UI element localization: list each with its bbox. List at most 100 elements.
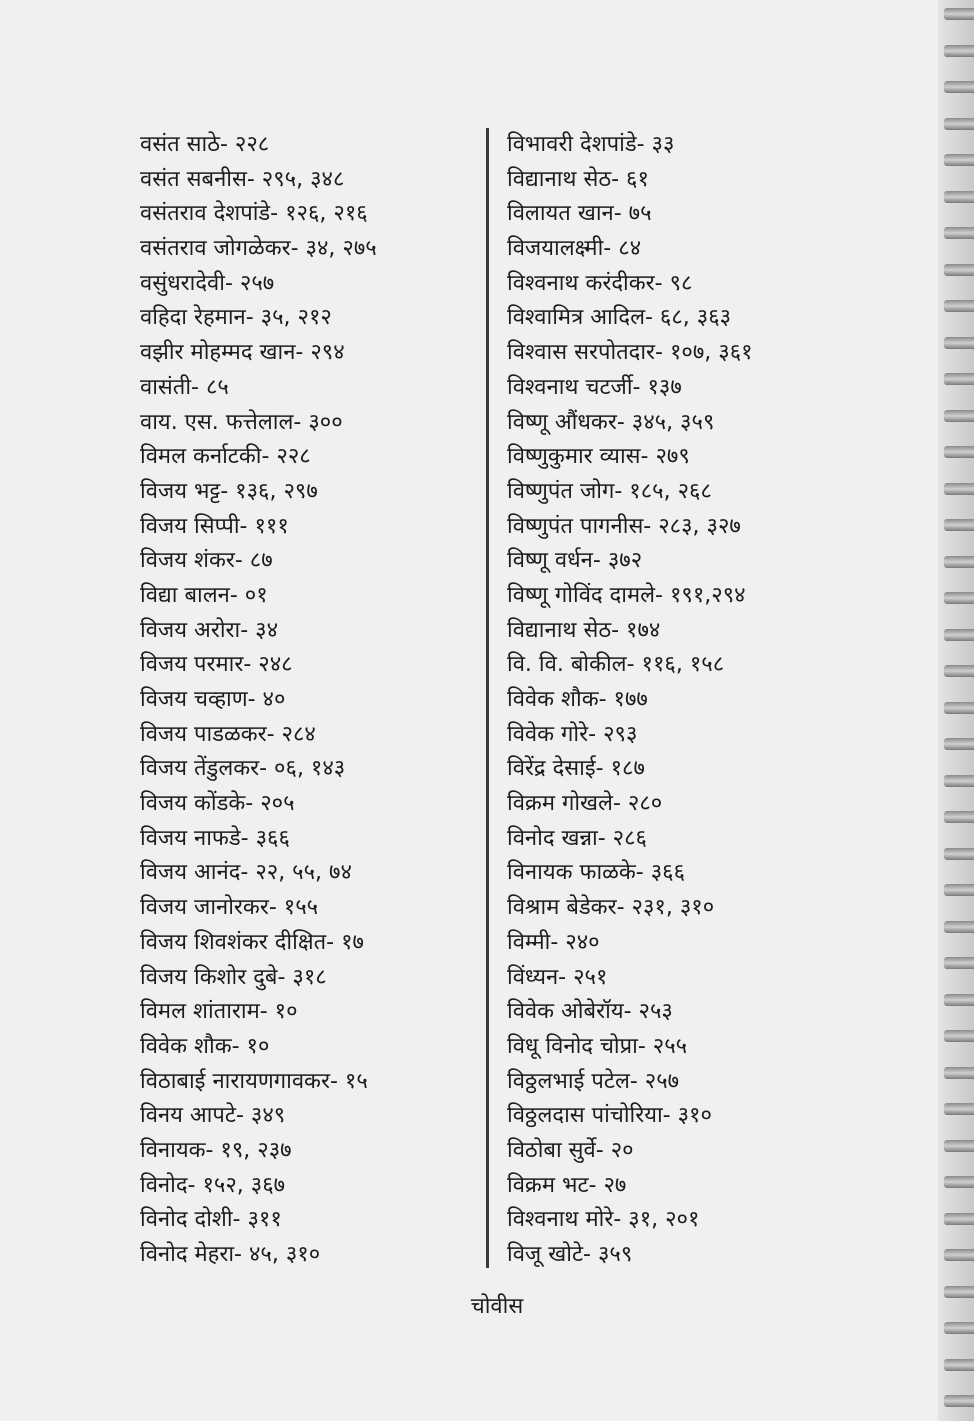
- index-entry: विजय अरोरा- ३४: [140, 617, 279, 643]
- index-column-right: विभावरी देशपांडे- ३३ विद्यानाथ सेठ- ६१ विल…: [507, 128, 753, 1273]
- index-entry: विमल शांताराम- १०: [140, 999, 298, 1025]
- index-entry: विठ्ठलदास पांचोरिया- ३१०: [507, 1103, 712, 1129]
- index-entry: विभावरी देशपांडे- ३३: [507, 132, 675, 157]
- page-number: चोवीस: [470, 1294, 524, 1319]
- binding-ring: [944, 665, 974, 677]
- index-entry: विजय नाफडे- ३६६: [140, 825, 290, 851]
- index-entry: विक्रम भट- २७: [507, 1172, 627, 1198]
- index-entry: वाय. एस. फत्तेलाल- ३००: [140, 409, 343, 435]
- binding-ring: [944, 409, 974, 422]
- index-entry: विजय परमार- २४८: [140, 652, 293, 678]
- binding-ring: [944, 482, 974, 495]
- index-entry: विश्वास सरपोतदार- १०७, ३६१: [507, 340, 753, 366]
- index-entry: विजय शंकर- ८७: [140, 548, 273, 574]
- spiral-binding: [938, 0, 974, 1421]
- binding-ring: [944, 336, 974, 349]
- index-entry: विजय तेंडुलकर- ०६, १४३: [140, 756, 346, 782]
- binding-ring: [944, 701, 974, 714]
- binding-ring: [944, 81, 974, 93]
- index-entry: विठ्ठलभाई पटेल- २५७: [507, 1068, 680, 1094]
- binding-ring: [944, 1249, 974, 1261]
- index-entry: विवेक गोरे- २९३: [507, 721, 638, 747]
- binding-ring: [944, 300, 974, 312]
- index-entry: विनय आपटे- ३४९: [140, 1103, 286, 1129]
- index-entry: विरेंद्र देसाई- १८७: [507, 756, 645, 782]
- index-entry: विष्णू वर्धन- ३७२: [507, 548, 643, 574]
- index-column-left: वसंत साठे- २२८ वसंत सबनीस- २९५, ३४८ वसंतरा…: [140, 128, 377, 1273]
- binding-ring: [944, 1212, 974, 1225]
- index-entry: विठाबाई नारायणगावकर- १५: [140, 1068, 368, 1094]
- binding-ring: [944, 1139, 974, 1152]
- binding-ring: [944, 1103, 974, 1115]
- index-entry: विजय भट्ट- १३६, २९७: [140, 478, 318, 504]
- index-entry: विजय जानोरकर- १५५: [140, 895, 319, 921]
- index-entry: वसंत सबनीस- २९५, ३४८: [140, 166, 345, 192]
- index-entry: विष्णुपंत जोग- १८५, २६८: [507, 478, 712, 504]
- binding-ring: [944, 117, 974, 130]
- index-entry: विजय किशोर दुबे- ३१८: [140, 964, 327, 990]
- binding-ring: [944, 446, 974, 458]
- binding-ring: [944, 738, 974, 750]
- index-entry: विंध्यन- २५१: [507, 964, 608, 990]
- binding-ring: [944, 1322, 974, 1334]
- index-entry: विम्मी- २४०: [507, 929, 600, 955]
- binding-ring: [944, 811, 974, 823]
- binding-ring: [944, 227, 974, 239]
- binding-ring: [944, 920, 974, 933]
- index-entry: विद्या बालन- ०१: [140, 582, 268, 608]
- binding-ring: [944, 1285, 974, 1298]
- binding-ring: [944, 592, 974, 604]
- binding-ring: [944, 884, 974, 896]
- index-entry: विनोद- १५२, ३६७: [140, 1172, 286, 1198]
- index-entry: विक्रम गोखले- २८०: [507, 791, 663, 817]
- index-entry: वझीर मोहम्मद खान- २९४: [140, 340, 345, 366]
- index-entry: विजय सिप्पी- १११: [140, 513, 289, 539]
- binding-ring: [944, 263, 974, 276]
- index-entry: विलायत खान- ७५: [507, 201, 652, 227]
- index-entry: विजय आनंद- २२, ५५, ७४: [140, 860, 352, 886]
- binding-ring: [944, 1176, 974, 1188]
- index-entry: विश्वनाथ करंदीकर- ९८: [507, 270, 693, 296]
- binding-ring: [944, 1066, 974, 1079]
- index-entry: विनोद दोशी- ३११: [140, 1207, 282, 1233]
- index-entry: विश्वनाथ मोरे- ३१, २०१: [507, 1207, 700, 1233]
- binding-ring: [944, 1358, 974, 1371]
- index-entry: विधू विनोद चोप्रा- २५५: [507, 1033, 688, 1059]
- binding-ring: [944, 847, 974, 860]
- index-entry: विजय चव्हाण- ४०: [140, 687, 286, 712]
- index-entry: विजय कोंडके- २०५: [140, 791, 295, 817]
- binding-ring: [944, 957, 974, 969]
- index-entry: विद्यानाथ सेठ- १७४: [507, 617, 661, 643]
- index-entry: वहिदा रेहमान- ३५, २१२: [140, 305, 332, 331]
- index-entry: वसंत साठे- २२८: [140, 132, 270, 157]
- binding-ring: [944, 555, 974, 568]
- index-entry: विजय पाडळकर- २८४: [140, 721, 316, 747]
- index-entry: विजय शिवशंकर दीक्षित- १७: [140, 929, 364, 955]
- binding-ring: [944, 993, 974, 1006]
- index-entry: विश्वनाथ चटर्जी- १३७: [507, 374, 682, 400]
- index-entry: विनोद खन्ना- २८६: [507, 825, 647, 851]
- index-entry: विष्णुकुमार व्यास- २७९: [507, 444, 690, 470]
- index-entry: विठोबा सुर्वे- २०: [507, 1137, 634, 1163]
- index-entry: वसुंधरादेवी- २५७: [140, 270, 275, 296]
- index-entry: विष्णू गोविंद दामले- १९१,२९४: [507, 582, 746, 608]
- index-entry: विश्राम बेडेकर- २३१, ३१०: [507, 895, 715, 921]
- binding-ring: [944, 373, 974, 385]
- index-entry: विनायक- १९, २३७: [140, 1137, 292, 1163]
- index-entry: विजू खोटे- ३५९: [507, 1242, 633, 1267]
- index-entry: विमल कर्नाटकी- २२८: [140, 444, 311, 470]
- index-entry: विनोद मेहरा- ४५, ३१०: [140, 1242, 321, 1267]
- index-entry: वसंतराव देशपांडे- १२६, २१६: [140, 201, 368, 227]
- binding-ring: [944, 1030, 974, 1042]
- binding-ring: [944, 519, 974, 531]
- binding-ring: [944, 1395, 974, 1407]
- index-entry: वि. वि. बोकील- ११६, १५८: [507, 652, 725, 678]
- index-entry: वसंतराव जोगळेकर- ३४, २७५: [140, 236, 377, 262]
- binding-ring: [944, 44, 974, 57]
- index-entry: विजयालक्ष्मी- ८४: [507, 236, 642, 262]
- index-entry: विवेक शौक- १७७: [507, 687, 648, 712]
- index-entry: वासंती- ८५: [140, 374, 229, 400]
- index-entry: विद्यानाथ सेठ- ६१: [507, 166, 649, 192]
- binding-ring: [944, 154, 974, 166]
- binding-ring: [944, 190, 974, 203]
